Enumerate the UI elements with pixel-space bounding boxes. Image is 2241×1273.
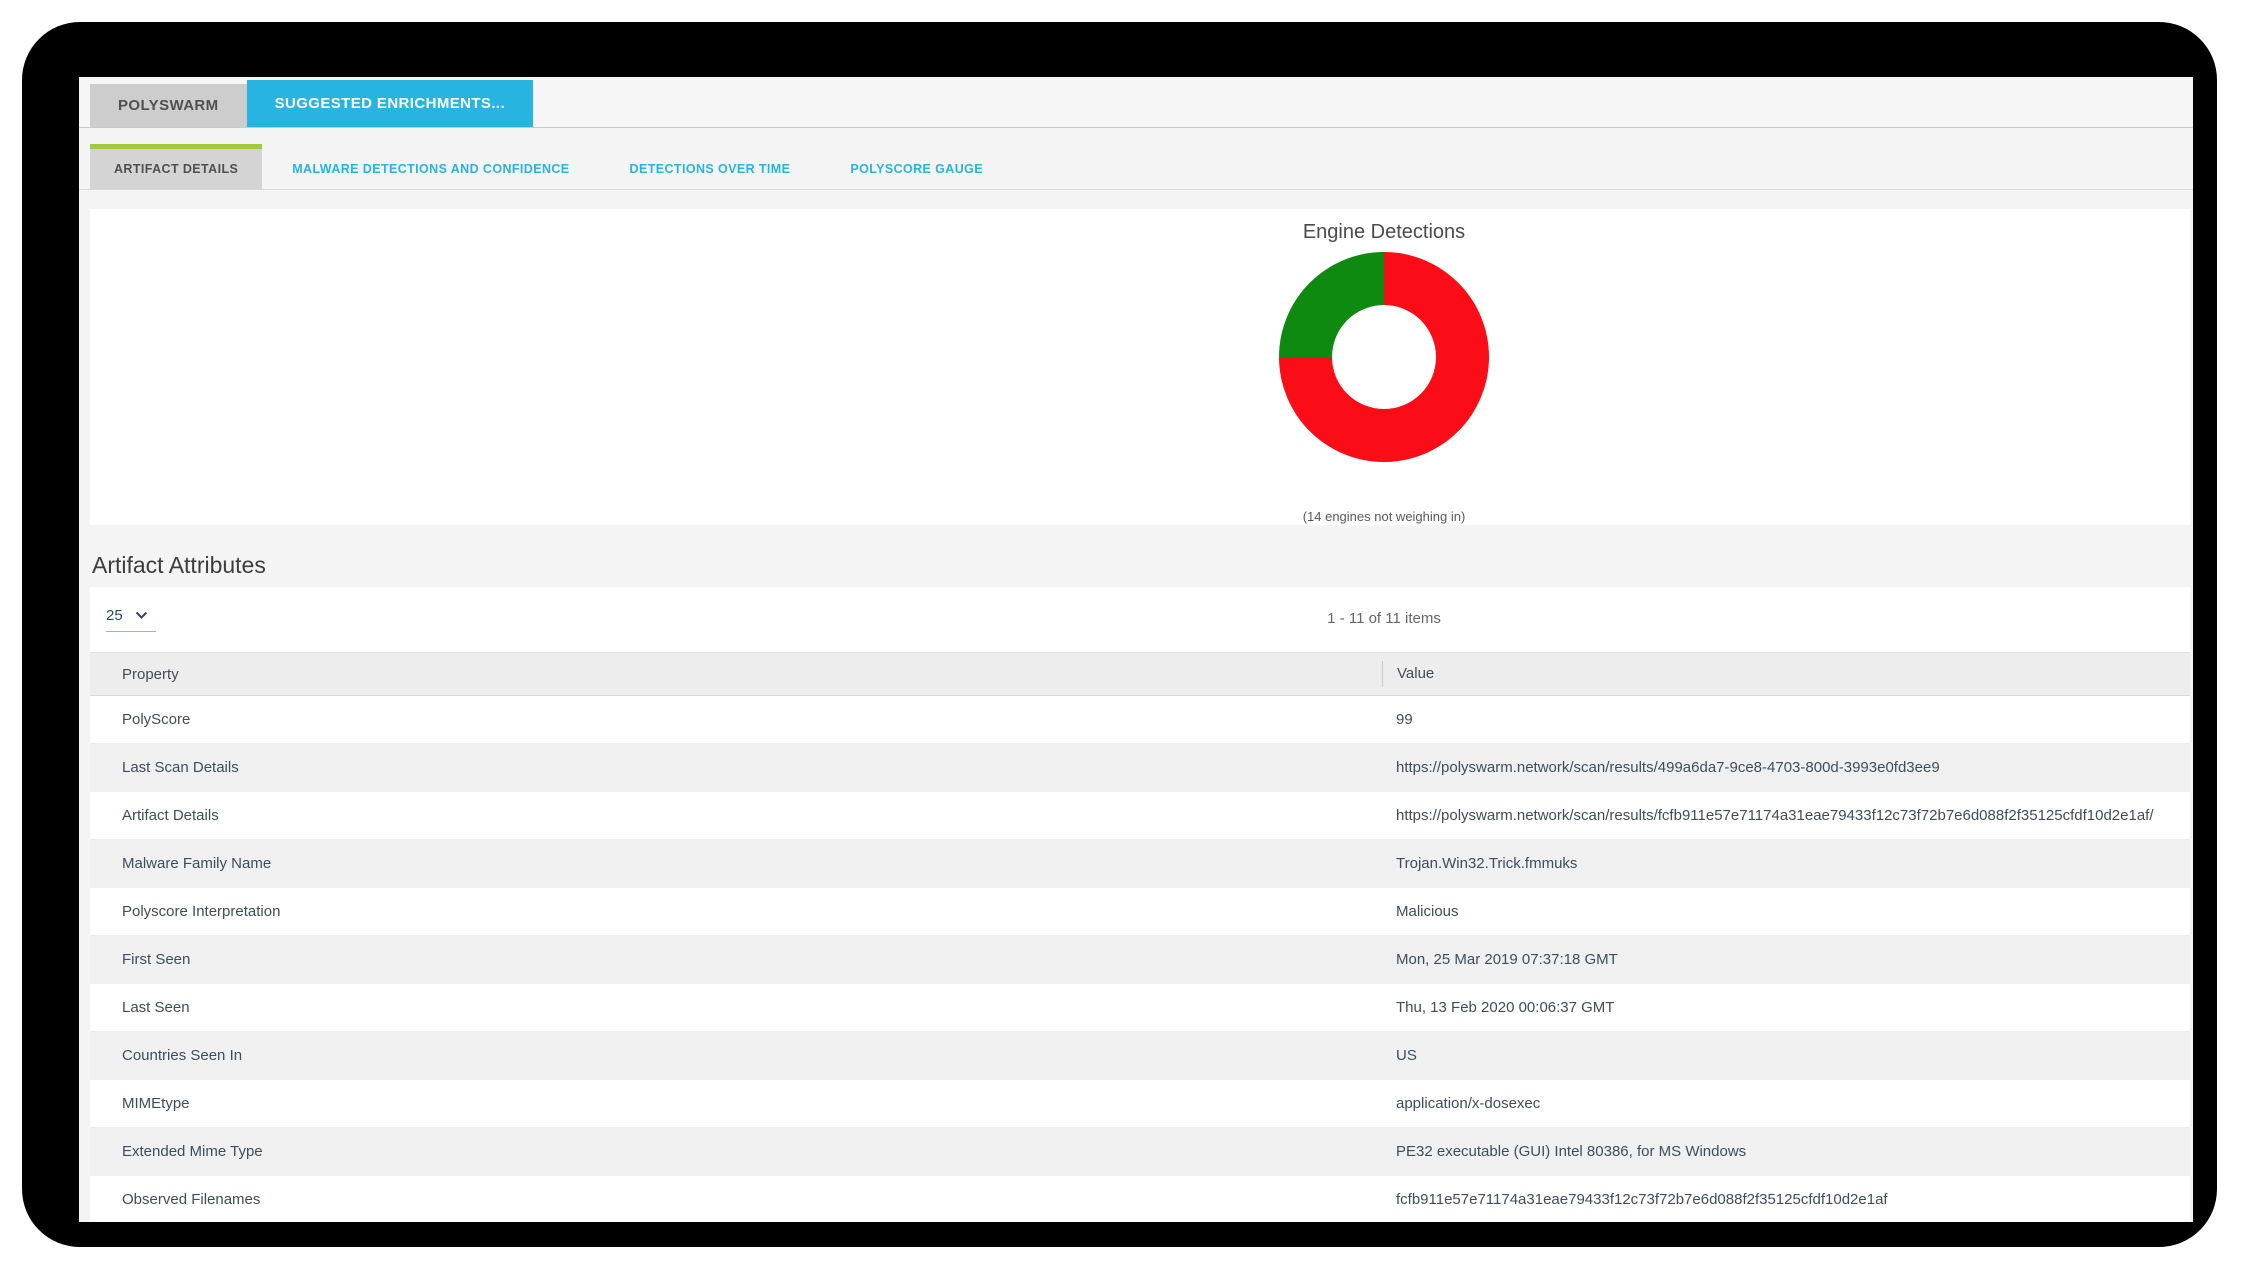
value-cell: fcfb911e57e71174a31eae79433f12c73f72b7e6… [1396,1191,1888,1208]
subtab-artifact-details[interactable]: ARTIFACT DETAILS [90,144,263,189]
value-cell: Thu, 13 Feb 2020 00:06:37 GMT [1396,999,1615,1016]
value-cell: PE32 executable (GUI) Intel 80386, for M… [1396,1143,1747,1160]
chart-caption: (14 engines not weighing in) [1302,509,1466,524]
table-row: MIMEtype application/x-dosexec [90,1080,2190,1128]
artifact-attributes-heading: Artifact Attributes [92,552,266,578]
table-row: Polyscore Interpretation Malicious [90,888,2190,936]
subtab-detections-over-time[interactable]: DETECTIONS OVER TIME [629,162,791,176]
chart-title: Engine Detections [1302,221,1466,243]
column-header-property: Property [122,665,179,683]
table-row: PolyScore 99 [90,696,2190,744]
value-cell: Trojan.Win32.Trick.fmmuks [1396,855,1578,872]
engine-detections-donut [1279,252,1489,462]
value-cell: application/x-dosexec [1396,1095,1541,1112]
column-header-value: Value [1382,661,2190,687]
subtab-polyscore-gauge[interactable]: POLYSCORE GAUGE [850,162,983,176]
value-cell: Malicious [1396,903,1459,920]
value-cell: https://polyswarm.network/scan/results/f… [1396,807,2154,824]
table-row: Extended Mime Type PE32 executable (GUI)… [90,1128,2190,1176]
value-cell: Mon, 25 Mar 2019 07:37:18 GMT [1396,951,1618,968]
property-cell: MIMEtype [122,1095,190,1112]
value-cell: https://polyswarm.network/scan/results/4… [1396,759,1940,776]
property-cell: Artifact Details [122,807,219,824]
window-content: POLYSWARM SUGGESTED ENRICHMENTS... ARTIF… [79,77,2193,1222]
table-row: Last Scan Details https://polyswarm.netw… [90,744,2190,792]
table-row: Last Seen Thu, 13 Feb 2020 00:06:37 GMT [90,984,2190,1032]
value-cell: US [1396,1047,1417,1064]
table-row: Countries Seen In US [90,1032,2190,1080]
table-row: Malware Family Name Trojan.Win32.Trick.f… [90,840,2190,888]
tab-suggested-enrichments[interactable]: SUGGESTED ENRICHMENTS... [246,80,534,127]
property-cell: Countries Seen In [122,1047,243,1064]
pager-info: 1 - 11 of 11 items [1327,610,1441,627]
table-body: PolyScore 99 Last Scan Details https://p… [90,696,2190,1222]
table-row: Artifact Details https://polyswarm.netwo… [90,792,2190,840]
table-pager: 25 1 - 11 of 11 items [90,587,2190,652]
artifact-attributes-table: 25 1 - 11 of 11 items Property Value [90,587,2190,1222]
engine-detections-chart-panel: Engine Detections (14 engines not weighi… [90,209,2190,525]
property-cell: Last Scan Details [122,759,239,776]
property-cell: PolyScore [122,711,191,728]
tab-polyswarm[interactable]: POLYSWARM [90,84,247,127]
table-row: Observed Filenames fcfb911e57e71174a31ea… [90,1176,2190,1222]
property-cell: Polyscore Interpretation [122,903,281,920]
property-cell: Last Seen [122,999,190,1016]
page-size-value: 25 [106,607,123,624]
value-cell: 99 [1396,711,1413,728]
page-size-select[interactable]: 25 [106,607,156,632]
main-tab-bar: POLYSWARM SUGGESTED ENRICHMENTS... [79,77,2193,128]
sub-tab-bar: ARTIFACT DETAILS MALWARE DETECTIONS AND … [79,144,2193,190]
window-frame: POLYSWARM SUGGESTED ENRICHMENTS... ARTIF… [22,22,2217,1247]
chevron-down-icon [135,607,148,624]
property-cell: First Seen [122,951,191,968]
property-cell: Extended Mime Type [122,1143,263,1160]
property-cell: Malware Family Name [122,855,272,872]
table-header-row: Property Value [90,652,2190,696]
table-row: First Seen Mon, 25 Mar 2019 07:37:18 GMT [90,936,2190,984]
property-cell: Observed Filenames [122,1191,261,1208]
subtab-malware-detections-and-confidence[interactable]: MALWARE DETECTIONS AND CONFIDENCE [292,162,570,176]
